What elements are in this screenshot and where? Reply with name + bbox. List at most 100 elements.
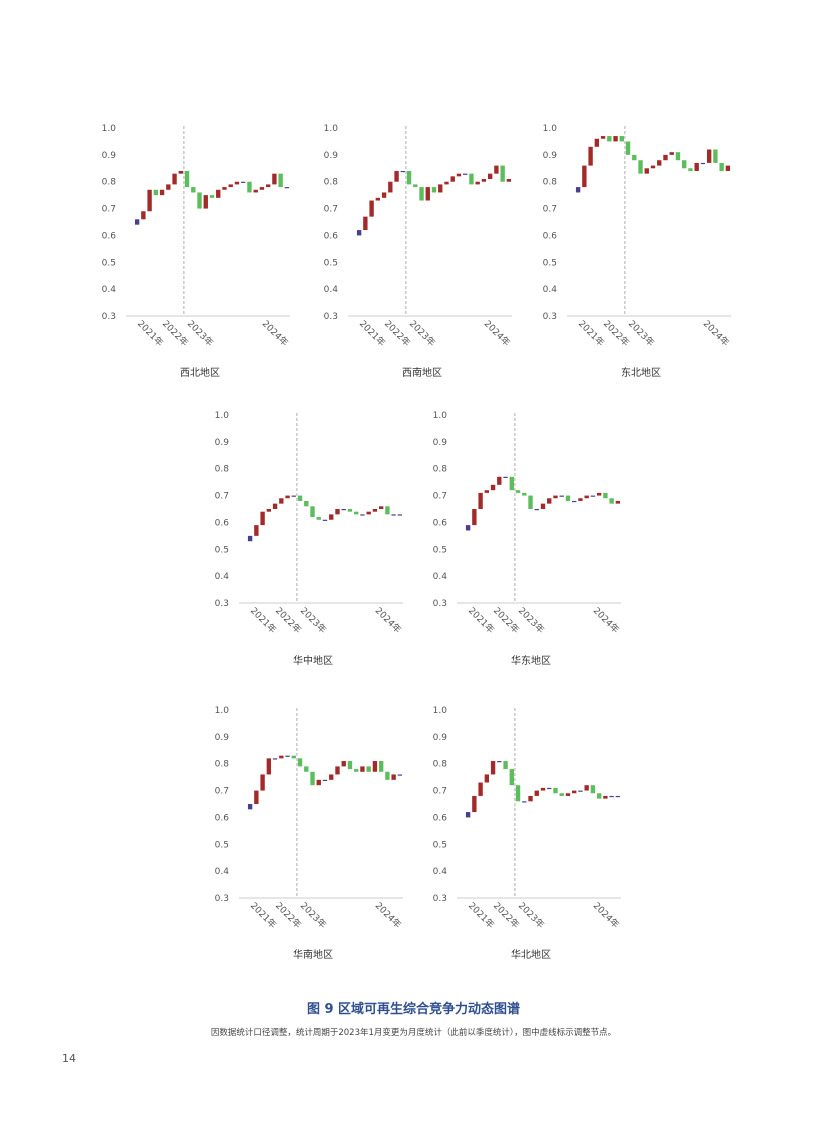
x-tick-label: 2024年 <box>373 605 404 636</box>
chart-title-northeast: 东北地区 <box>621 368 661 379</box>
waterfall-bar <box>372 509 378 512</box>
waterfall-bar <box>478 782 483 796</box>
y-tick-label: 0.7 <box>215 787 229 797</box>
y-tick-label: 1.0 <box>102 124 117 134</box>
x-tick-label: 2022年 <box>160 318 191 349</box>
x-tick-label: 2023年 <box>298 900 329 931</box>
x-tick-label: 2021年 <box>576 318 607 349</box>
waterfall-bar <box>431 187 437 193</box>
y-tick-label: 1.0 <box>433 411 448 421</box>
waterfall-bar <box>490 761 496 775</box>
waterfall-bar <box>184 170 190 188</box>
waterfall-bar <box>522 801 527 803</box>
waterfall-bar <box>381 192 387 198</box>
x-tick-label: 2024年 <box>373 900 404 931</box>
waterfall-bar <box>316 517 321 520</box>
waterfall-bar <box>266 509 272 512</box>
waterfall-bar <box>706 149 712 163</box>
x-tick-label: 2023年 <box>185 318 216 349</box>
y-tick-label: 0.9 <box>102 151 117 161</box>
waterfall-bar <box>228 184 233 188</box>
x-tick-label: 2024年 <box>482 318 513 349</box>
y-tick-label: 0.4 <box>215 572 230 582</box>
y-tick-label: 0.5 <box>102 258 116 268</box>
x-tick-label: 2022年 <box>491 605 522 636</box>
chart-central: 0.3 0.4 0.5 0.6 0.7 0.8 0.9 1.0 2021年 2022年 2023年 2… <box>213 405 413 636</box>
waterfall-bar <box>375 197 381 201</box>
chart-title-northwest: 西北地区 <box>180 368 220 379</box>
chart-title-east: 华东地区 <box>511 656 551 667</box>
waterfall-bar <box>725 165 731 171</box>
y-tick-label: 0.4 <box>324 285 339 295</box>
waterfall-bar <box>609 795 614 798</box>
waterfall-bar <box>335 766 340 775</box>
y-tick-label: 0.6 <box>433 813 448 823</box>
waterfall-bar <box>540 787 546 791</box>
waterfall-bar <box>419 187 424 201</box>
waterfall-bar <box>515 785 521 802</box>
y-tick-label: 0.5 <box>215 545 229 555</box>
waterfall-bar <box>272 173 277 185</box>
waterfall-bar <box>475 181 480 185</box>
waterfall-bar <box>713 149 718 163</box>
waterfall-bar <box>341 761 346 767</box>
waterfall-bar <box>559 495 564 497</box>
y-tick-label: 1.0 <box>324 124 339 134</box>
waterfall-bar <box>565 793 571 796</box>
waterfall-bar <box>559 793 564 796</box>
waterfall-bar <box>397 774 403 776</box>
y-tick-label: 0.8 <box>433 465 448 475</box>
y-tick-label: 0.8 <box>215 760 230 770</box>
y-tick-label: 0.5 <box>215 840 229 850</box>
waterfall-bar <box>366 511 371 515</box>
y-tick-label: 0.8 <box>215 465 230 475</box>
waterfall-bar <box>391 774 396 780</box>
x-tick-label: 2022年 <box>273 900 304 931</box>
waterfall-bar <box>153 189 159 196</box>
waterfall-bar <box>615 500 621 504</box>
waterfall-bar <box>603 795 608 799</box>
waterfall-bar <box>487 173 493 180</box>
waterfall-bar <box>356 230 362 236</box>
waterfall-bar <box>388 181 393 193</box>
y-tick-label: 0.4 <box>433 867 448 877</box>
waterfall-bar <box>291 755 296 759</box>
x-tick-label: 2021年 <box>357 318 388 349</box>
chart-northwest: 0.3 0.4 0.5 0.6 0.7 0.8 0.9 1.0 2021年 2022年 2023年 2… <box>100 118 300 349</box>
waterfall-bar <box>363 216 368 231</box>
waterfall-bar <box>500 165 505 182</box>
waterfall-bar <box>497 476 502 485</box>
x-tick-label: 2023年 <box>516 900 547 931</box>
waterfall-bar <box>494 165 499 174</box>
waterfall-bar <box>394 170 399 182</box>
waterfall-bar <box>472 795 477 813</box>
x-tick-label: 2022年 <box>273 605 304 636</box>
waterfall-bar <box>329 514 334 520</box>
waterfall-bar <box>366 766 371 772</box>
waterfall-bar <box>134 219 140 225</box>
waterfall-bar <box>553 787 558 794</box>
x-tick-label: 2023年 <box>298 605 329 636</box>
waterfall-bar <box>584 785 589 791</box>
waterfall-bar <box>484 490 490 493</box>
waterfall-bar <box>247 181 252 193</box>
x-tick-label: 2023年 <box>626 318 657 349</box>
x-tick-label: 2024年 <box>701 318 732 349</box>
chart-southwest: 0.3 0.4 0.5 0.6 0.7 0.8 0.9 1.0 2021年 2022年 2023年 2… <box>322 118 522 349</box>
y-tick-label: 0.8 <box>102 178 117 188</box>
figure-note: 因数据统计口径调整，统计周期于2023年1月变更为月度统计（此前以季度统计），图… <box>210 1028 617 1038</box>
waterfall-bar <box>329 774 334 780</box>
waterfall-bar <box>347 761 353 770</box>
waterfall-bar <box>354 511 359 515</box>
y-tick-label: 0.6 <box>215 518 230 528</box>
waterfall-bar <box>259 187 265 190</box>
waterfall-bar <box>241 181 246 183</box>
waterfall-bar <box>600 136 606 139</box>
waterfall-bar <box>553 495 558 499</box>
waterfall-bar <box>385 771 390 780</box>
waterfall-bar <box>234 181 240 185</box>
chart-north: 0.3 0.4 0.5 0.6 0.7 0.8 0.9 1.0 2021年 2022年 2023年 2… <box>431 700 631 931</box>
